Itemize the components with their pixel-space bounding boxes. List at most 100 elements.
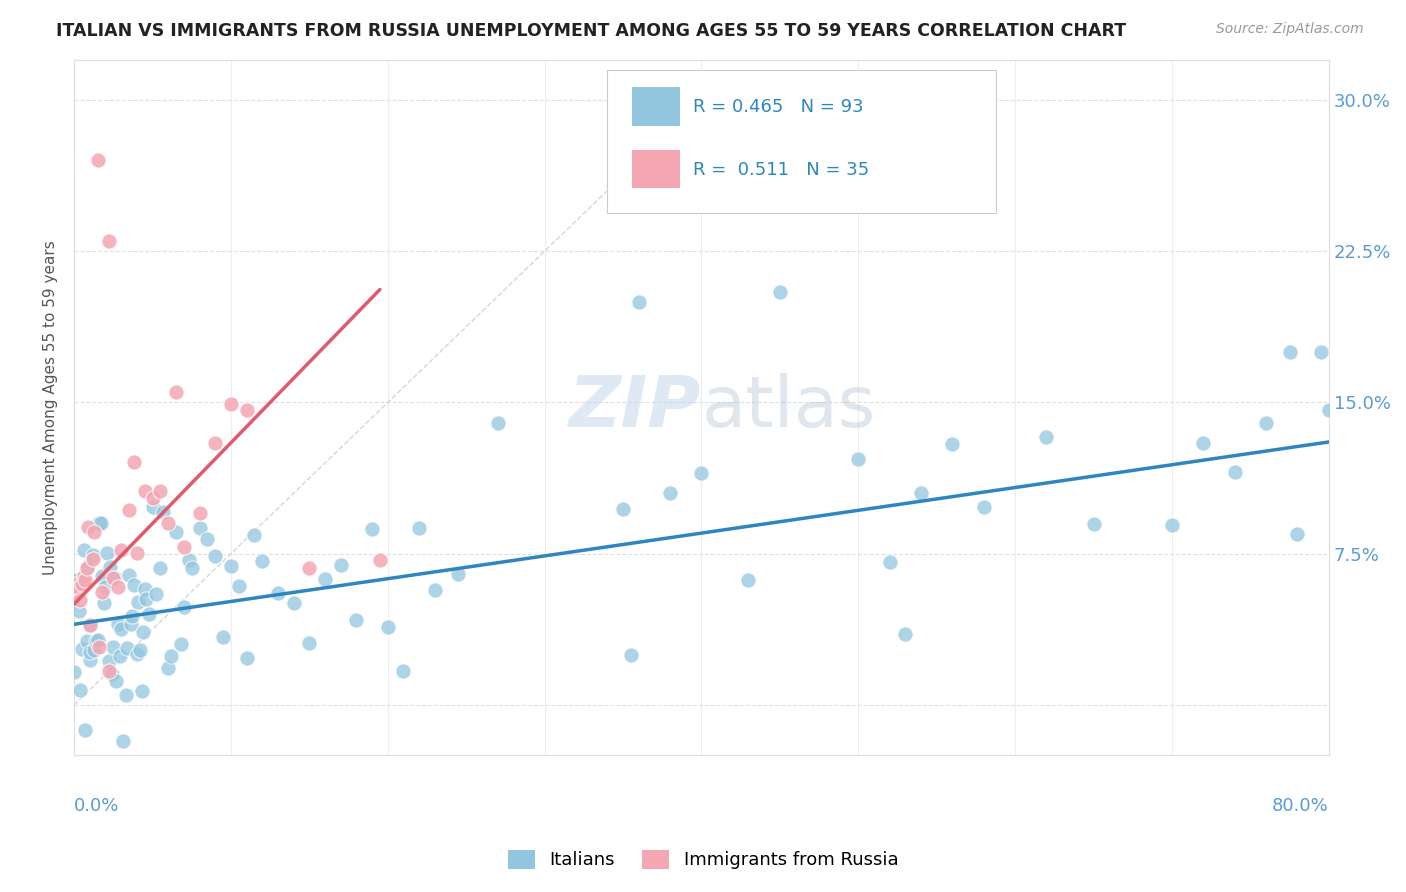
Point xyxy=(97,664,120,678)
Point xyxy=(63,665,86,680)
Point xyxy=(79,653,101,667)
Point xyxy=(160,649,183,664)
Point xyxy=(67,604,90,618)
Point xyxy=(1254,416,1277,430)
Point xyxy=(173,540,195,554)
Point xyxy=(173,599,195,614)
Point xyxy=(83,524,105,539)
Point xyxy=(97,234,120,248)
Point xyxy=(177,553,200,567)
Point xyxy=(219,559,242,574)
Point xyxy=(188,521,211,535)
Point xyxy=(105,674,128,689)
Point xyxy=(103,571,125,585)
Point xyxy=(252,554,274,568)
Point xyxy=(104,571,127,585)
Point xyxy=(243,528,266,542)
Point xyxy=(212,630,235,644)
Point xyxy=(103,640,125,654)
Point xyxy=(1286,527,1309,541)
Point xyxy=(100,667,122,681)
Point xyxy=(76,561,98,575)
Text: Source: ZipAtlas.com: Source: ZipAtlas.com xyxy=(1216,22,1364,37)
Point xyxy=(1278,345,1301,359)
Point xyxy=(267,585,290,599)
Point xyxy=(659,486,682,500)
Text: ITALIAN VS IMMIGRANTS FROM RUSSIA UNEMPLOYMENT AMONG AGES 55 TO 59 YEARS CORRELA: ITALIAN VS IMMIGRANTS FROM RUSSIA UNEMPL… xyxy=(56,22,1126,40)
Point xyxy=(180,560,202,574)
Point xyxy=(72,542,94,557)
Point xyxy=(737,573,759,587)
Bar xyxy=(633,87,681,126)
Point xyxy=(1317,403,1340,417)
Point xyxy=(127,595,149,609)
Point xyxy=(121,608,143,623)
Point xyxy=(447,567,470,582)
Point xyxy=(377,620,399,634)
Point xyxy=(204,549,226,564)
Point xyxy=(77,559,100,574)
Point xyxy=(235,403,257,417)
Point xyxy=(131,684,153,698)
Text: 80.0%: 80.0% xyxy=(1272,797,1329,815)
Point xyxy=(120,616,142,631)
Point xyxy=(63,587,86,601)
Point xyxy=(769,285,792,299)
Point xyxy=(90,516,112,531)
Point xyxy=(423,582,446,597)
Point xyxy=(138,607,160,621)
Point xyxy=(93,596,115,610)
Point xyxy=(122,455,145,469)
Point xyxy=(141,500,163,514)
Point xyxy=(165,525,187,540)
Point xyxy=(108,648,131,663)
Text: R =  0.511   N = 35: R = 0.511 N = 35 xyxy=(693,161,869,178)
Point xyxy=(228,579,250,593)
Point xyxy=(149,561,172,575)
Text: 0.0%: 0.0% xyxy=(75,797,120,815)
Point xyxy=(627,294,650,309)
Point xyxy=(368,553,391,567)
Point xyxy=(941,437,963,451)
Point xyxy=(70,641,93,656)
Point xyxy=(72,569,94,583)
Point xyxy=(122,578,145,592)
Text: R = 0.465   N = 93: R = 0.465 N = 93 xyxy=(693,98,863,116)
Point xyxy=(118,568,141,582)
Point xyxy=(91,584,114,599)
Point xyxy=(86,153,108,168)
Point xyxy=(134,582,156,596)
Point xyxy=(132,624,155,639)
Point xyxy=(1161,518,1184,533)
Point xyxy=(84,633,107,648)
Point xyxy=(118,503,141,517)
Point xyxy=(110,622,132,636)
Text: ZIP: ZIP xyxy=(569,373,702,442)
Point xyxy=(79,619,101,633)
Point xyxy=(408,521,430,535)
Point xyxy=(152,505,174,519)
Point xyxy=(79,645,101,659)
Point xyxy=(76,634,98,648)
Point xyxy=(94,580,117,594)
Point xyxy=(97,654,120,668)
Point xyxy=(75,573,97,587)
Point xyxy=(141,491,163,506)
Point xyxy=(165,385,187,400)
Text: atlas: atlas xyxy=(702,373,876,442)
Y-axis label: Unemployment Among Ages 55 to 59 years: Unemployment Among Ages 55 to 59 years xyxy=(44,240,58,574)
Point xyxy=(82,552,104,566)
Bar xyxy=(633,150,681,188)
Point xyxy=(89,516,111,530)
Point xyxy=(392,664,415,678)
Point xyxy=(145,587,167,601)
Point xyxy=(83,642,105,657)
Point xyxy=(612,501,634,516)
Point xyxy=(690,466,713,480)
Point xyxy=(125,647,148,661)
Point xyxy=(91,568,114,582)
Point xyxy=(620,648,643,662)
Point xyxy=(66,573,89,587)
Point xyxy=(111,734,134,748)
Legend: Italians, Immigrants from Russia: Italians, Immigrants from Russia xyxy=(499,841,907,879)
